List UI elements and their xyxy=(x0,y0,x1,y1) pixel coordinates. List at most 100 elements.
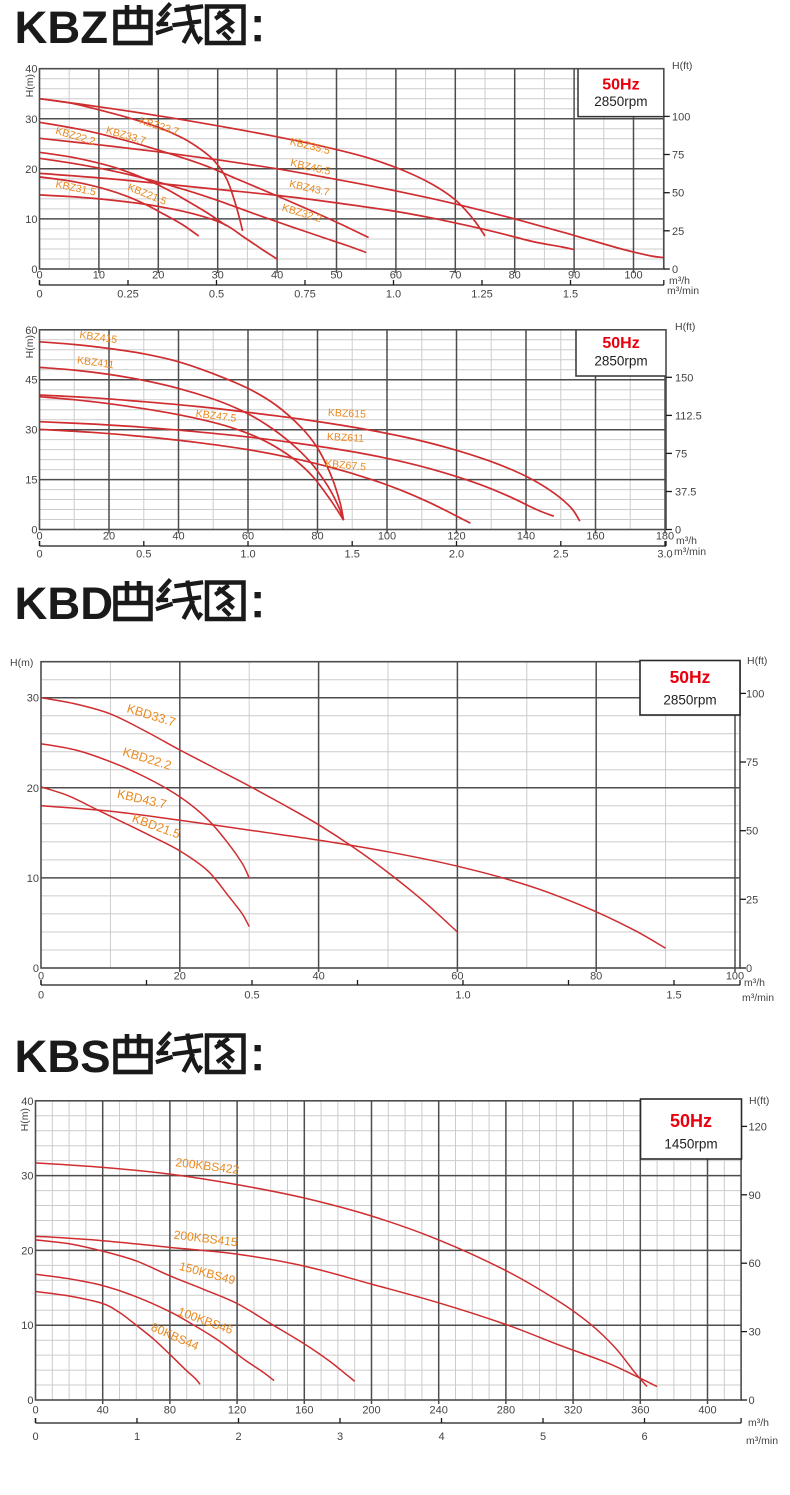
svg-text:KBS: KBS xyxy=(15,1031,111,1082)
svg-text:50Hz: 50Hz xyxy=(602,335,639,352)
svg-text:100: 100 xyxy=(672,111,690,123)
svg-text:80: 80 xyxy=(590,971,602,983)
svg-text:1.5: 1.5 xyxy=(345,549,360,561)
svg-text:140: 140 xyxy=(517,531,535,543)
svg-text:80: 80 xyxy=(311,531,323,543)
svg-text:40: 40 xyxy=(97,1405,109,1417)
svg-text:0: 0 xyxy=(32,1431,38,1443)
svg-text:40: 40 xyxy=(271,270,283,282)
svg-text:m³/h: m³/h xyxy=(748,1417,769,1429)
svg-text:m³/h: m³/h xyxy=(676,535,697,547)
svg-text:50: 50 xyxy=(330,270,342,282)
svg-text:100: 100 xyxy=(624,270,642,282)
svg-text:100: 100 xyxy=(726,971,744,983)
svg-text:90: 90 xyxy=(568,270,580,282)
svg-text:1.5: 1.5 xyxy=(666,990,681,1002)
svg-text:40: 40 xyxy=(21,1096,33,1108)
svg-text:30: 30 xyxy=(212,270,224,282)
svg-text:320: 320 xyxy=(564,1405,582,1417)
svg-text:0.5: 0.5 xyxy=(244,990,259,1002)
svg-text:40: 40 xyxy=(25,64,37,76)
svg-text:50Hz: 50Hz xyxy=(670,667,711,687)
svg-text:30: 30 xyxy=(27,693,39,705)
svg-text:1450rpm: 1450rpm xyxy=(664,1137,717,1152)
svg-text:1.0: 1.0 xyxy=(455,990,470,1002)
svg-text:KBZ47.5: KBZ47.5 xyxy=(195,408,237,425)
svg-text:50Hz: 50Hz xyxy=(670,1111,712,1131)
svg-text:200KBS422: 200KBS422 xyxy=(175,1155,241,1177)
svg-text:200KBS415: 200KBS415 xyxy=(173,1228,239,1250)
svg-text:15: 15 xyxy=(25,475,37,487)
svg-text:m³/min: m³/min xyxy=(742,992,774,1004)
svg-text:KBZ: KBZ xyxy=(15,2,109,53)
svg-text:0: 0 xyxy=(36,289,42,301)
svg-text:75: 75 xyxy=(672,150,684,162)
svg-text:m³/h: m³/h xyxy=(669,275,690,287)
svg-text:KBZ411: KBZ411 xyxy=(76,354,115,371)
svg-text:KBZ415: KBZ415 xyxy=(79,329,118,346)
svg-text:60: 60 xyxy=(242,531,254,543)
svg-text:45: 45 xyxy=(25,375,37,387)
svg-text:0.5: 0.5 xyxy=(136,549,151,561)
svg-text:0: 0 xyxy=(32,1405,38,1417)
svg-text:50: 50 xyxy=(746,826,758,838)
svg-text:10: 10 xyxy=(25,214,37,226)
svg-text:10: 10 xyxy=(93,270,105,282)
svg-text:0.5: 0.5 xyxy=(209,289,224,301)
svg-text:0.25: 0.25 xyxy=(117,289,138,301)
svg-text:0.75: 0.75 xyxy=(294,289,315,301)
svg-text:H(m): H(m) xyxy=(19,1108,31,1131)
svg-text:H(ft): H(ft) xyxy=(675,321,695,333)
svg-text:50: 50 xyxy=(672,188,684,200)
svg-text:37.5: 37.5 xyxy=(675,487,696,499)
svg-text:0: 0 xyxy=(38,971,44,983)
svg-text:m³/min: m³/min xyxy=(667,285,699,297)
svg-text:0: 0 xyxy=(36,270,42,282)
svg-text:5: 5 xyxy=(540,1431,546,1443)
svg-text:50Hz: 50Hz xyxy=(602,77,639,94)
svg-text:2850rpm: 2850rpm xyxy=(594,354,647,369)
svg-text:80: 80 xyxy=(164,1405,176,1417)
svg-text:150: 150 xyxy=(675,372,693,384)
svg-text:20: 20 xyxy=(27,783,39,795)
svg-text:60: 60 xyxy=(451,971,463,983)
svg-text:100: 100 xyxy=(378,531,396,543)
svg-text:30: 30 xyxy=(749,1327,761,1339)
svg-text:H(m): H(m) xyxy=(10,657,33,669)
svg-text:10: 10 xyxy=(27,873,39,885)
svg-text:0: 0 xyxy=(36,549,42,561)
svg-text:160: 160 xyxy=(295,1405,313,1417)
svg-text:0: 0 xyxy=(675,525,681,537)
svg-text:KBZ32.2: KBZ32.2 xyxy=(280,202,323,225)
svg-text:H(ft): H(ft) xyxy=(747,655,767,667)
svg-text:120: 120 xyxy=(749,1121,767,1133)
svg-text:KBZ611: KBZ611 xyxy=(327,431,365,445)
svg-text:80: 80 xyxy=(509,270,521,282)
svg-text:m³/min: m³/min xyxy=(746,1435,778,1447)
svg-text:280: 280 xyxy=(497,1405,515,1417)
svg-text:H(ft): H(ft) xyxy=(672,60,692,72)
svg-text:0: 0 xyxy=(749,1395,755,1407)
svg-text:0: 0 xyxy=(31,264,37,276)
svg-text:240: 240 xyxy=(430,1405,448,1417)
svg-text:60: 60 xyxy=(25,325,37,337)
svg-text:2850rpm: 2850rpm xyxy=(594,94,647,109)
svg-text:KBZ615: KBZ615 xyxy=(328,407,367,421)
svg-text:0: 0 xyxy=(33,963,39,975)
svg-text:75: 75 xyxy=(675,448,687,460)
svg-text:0: 0 xyxy=(672,264,678,276)
svg-text:20: 20 xyxy=(174,971,186,983)
svg-text:180: 180 xyxy=(656,531,674,543)
svg-text:60: 60 xyxy=(390,270,402,282)
svg-text:112.5: 112.5 xyxy=(675,410,702,422)
svg-text:30: 30 xyxy=(25,425,37,437)
svg-text:25: 25 xyxy=(672,226,684,238)
svg-text:4: 4 xyxy=(438,1431,444,1443)
svg-text:KBD21.5: KBD21.5 xyxy=(130,811,182,841)
svg-text:40: 40 xyxy=(312,971,324,983)
svg-text:120: 120 xyxy=(447,531,465,543)
svg-text:10: 10 xyxy=(21,1320,33,1332)
svg-text:KBZ43.7: KBZ43.7 xyxy=(288,178,331,199)
svg-text:2850rpm: 2850rpm xyxy=(663,693,716,708)
svg-text:m³/h: m³/h xyxy=(744,977,765,989)
